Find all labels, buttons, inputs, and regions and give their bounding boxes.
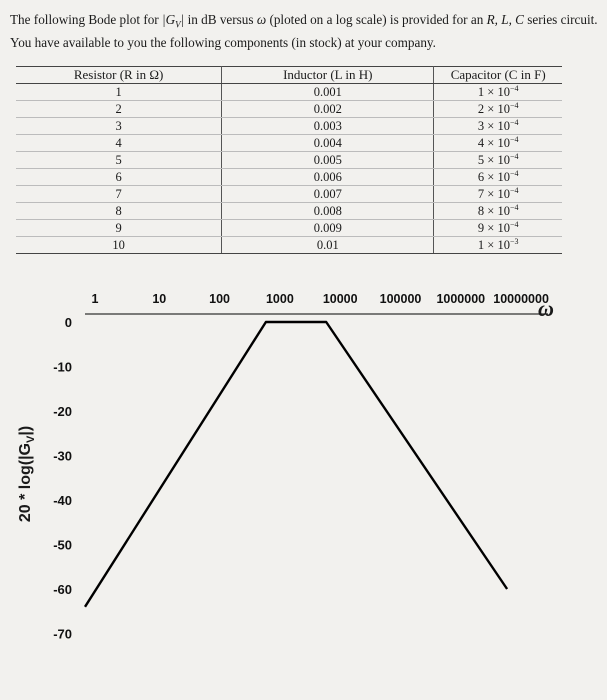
capacitor-mantissa: 6 × 10 (477, 170, 510, 184)
table-row: 8 0.008 8 × 10−4 (16, 202, 562, 220)
table-row: 7 0.007 7 × 10−4 (16, 185, 562, 203)
table-body: 1 0.001 1 × 10−4 2 0.002 2 × 10−4 3 0.003 3 × 10… (16, 83, 562, 254)
x-tick-labels: 1 10 100 1000 10000 100000 1000000 10000000 (92, 292, 549, 306)
table-row: 4 0.004 4 × 10−4 (16, 134, 562, 152)
rlc-symbol: R, L, C (486, 12, 524, 27)
capacitor-mantissa: 2 × 10 (477, 102, 510, 116)
inductor-cell: 0.005 (221, 151, 435, 169)
x-axis-label: ω (538, 296, 554, 321)
x-tick-label: 1000000 (436, 292, 485, 306)
inductor-cell: 0.01 (221, 236, 435, 254)
series-line (83, 320, 509, 608)
capacitor-cell: 1 × 10−4 (433, 83, 562, 101)
capacitor-cell: 3 × 10−4 (433, 117, 562, 135)
y-tick-label: 0 (65, 315, 72, 330)
table-row: 5 0.005 5 × 10−4 (16, 151, 562, 169)
resistor-cell: 2 (16, 100, 223, 118)
x-tick-label: 1 (92, 292, 99, 306)
capacitor-exponent: −3 (509, 236, 519, 246)
problem-statement: The following Bode plot for |GV| in dB v… (10, 11, 600, 51)
capacitor-mantissa: 3 × 10 (477, 119, 510, 133)
table-row: 10 0.01 1 × 10−3 (16, 236, 562, 254)
capacitor-cell: 6 × 10−4 (433, 168, 562, 186)
capacitor-cell: 8 × 10−4 (433, 202, 562, 220)
resistor-cell: 8 (16, 202, 223, 220)
x-tick-label: 10 (152, 292, 166, 306)
capacitor-exponent: −4 (509, 100, 519, 110)
inductor-cell: 0.002 (221, 100, 435, 118)
table-row: 6 0.006 6 × 10−4 (16, 168, 562, 186)
capacitor-cell: 4 × 10−4 (433, 134, 562, 152)
capacitor-mantissa: 7 × 10 (477, 187, 510, 201)
table-row: 9 0.009 9 × 10−4 (16, 219, 562, 237)
capacitor-mantissa: 9 × 10 (477, 221, 510, 235)
bode-plot: 1 10 100 1000 10000 100000 1000000 10000000 0 -1… (53, 292, 549, 642)
header-capacitor: Capacitor (C in F) (433, 66, 562, 84)
problem-text-4: series circuit. You have available to yo… (10, 12, 598, 50)
resistor-cell: 7 (16, 185, 223, 203)
capacitor-mantissa: 5 × 10 (477, 153, 510, 167)
y-tick-label: -10 (53, 360, 72, 375)
inductor-cell: 0.007 (221, 185, 435, 203)
resistor-cell: 1 (16, 83, 223, 101)
resistor-cell: 3 (16, 117, 223, 135)
resistor-cell: 10 (16, 236, 223, 254)
resistor-cell: 9 (16, 219, 223, 237)
capacitor-cell: 2 × 10−4 (433, 100, 562, 118)
problem-text-2: in dB versus (184, 12, 257, 27)
capacitor-cell: 9 × 10−4 (433, 219, 562, 237)
y-tick-label: -70 (53, 627, 72, 642)
capacitor-exponent: −4 (509, 83, 519, 93)
resistor-cell: 6 (16, 168, 223, 186)
problem-text-3: (ploted on a log scale) is provided for … (266, 12, 487, 27)
components-table: Resistor (R in Ω) Inductor (L in H) Capa… (16, 66, 562, 254)
x-tick-label: 100000 (380, 292, 422, 306)
x-tick-label: 10000 (323, 292, 358, 306)
resistor-cell: 4 (16, 134, 223, 152)
y-tick-label: -20 (53, 404, 72, 419)
inductor-cell: 0.009 (221, 219, 435, 237)
table-row: 3 0.003 3 × 10−4 (16, 117, 562, 135)
inductor-cell: 0.006 (221, 168, 435, 186)
x-tick-label: 100 (209, 292, 230, 306)
capacitor-cell: 5 × 10−4 (433, 151, 562, 169)
table-row: 1 0.001 1 × 10−4 (16, 83, 562, 101)
capacitor-mantissa: 1 × 10 (477, 238, 510, 252)
g-symbol: |GV| (162, 12, 185, 30)
capacitor-mantissa: 8 × 10 (477, 204, 510, 218)
y-tick-label: -50 (53, 538, 72, 553)
capacitor-exponent: −4 (509, 168, 519, 178)
table-header-row: Resistor (R in Ω) Inductor (L in H) Capa… (16, 66, 562, 84)
inductor-cell: 0.008 (221, 202, 435, 220)
problem-text-1: The following Bode plot for (10, 12, 162, 27)
resistor-cell: 5 (16, 151, 223, 169)
inductor-cell: 0.001 (221, 83, 435, 101)
inductor-cell: 0.004 (221, 134, 435, 152)
x-tick-label: 10000000 (493, 292, 549, 306)
y-tick-label: -30 (53, 449, 72, 464)
header-resistor: Resistor (R in Ω) (16, 66, 223, 84)
capacitor-exponent: −4 (509, 134, 519, 144)
y-tick-labels: 0 -10 -20 -30 -40 -50 -60 -70 (53, 315, 72, 642)
y-tick-label: -60 (53, 582, 72, 597)
capacitor-cell: 7 × 10−4 (433, 185, 562, 203)
inductor-cell: 0.003 (221, 117, 435, 135)
x-tick-label: 1000 (266, 292, 294, 306)
capacitor-exponent: −4 (509, 151, 519, 161)
capacitor-mantissa: 1 × 10 (477, 85, 510, 99)
y-tick-label: -40 (53, 493, 72, 508)
y-axis-label: 20 * log(|GV|) (17, 425, 38, 523)
capacitor-exponent: −4 (509, 202, 519, 212)
capacitor-exponent: −4 (509, 117, 519, 127)
capacitor-cell: 1 × 10−3 (433, 236, 562, 254)
header-inductor: Inductor (L in H) (221, 66, 435, 84)
table-row: 2 0.002 2 × 10−4 (16, 100, 562, 118)
capacitor-exponent: −4 (509, 219, 519, 229)
omega-symbol: ω (256, 12, 267, 27)
capacitor-mantissa: 4 × 10 (477, 136, 510, 150)
capacitor-exponent: −4 (509, 185, 519, 195)
